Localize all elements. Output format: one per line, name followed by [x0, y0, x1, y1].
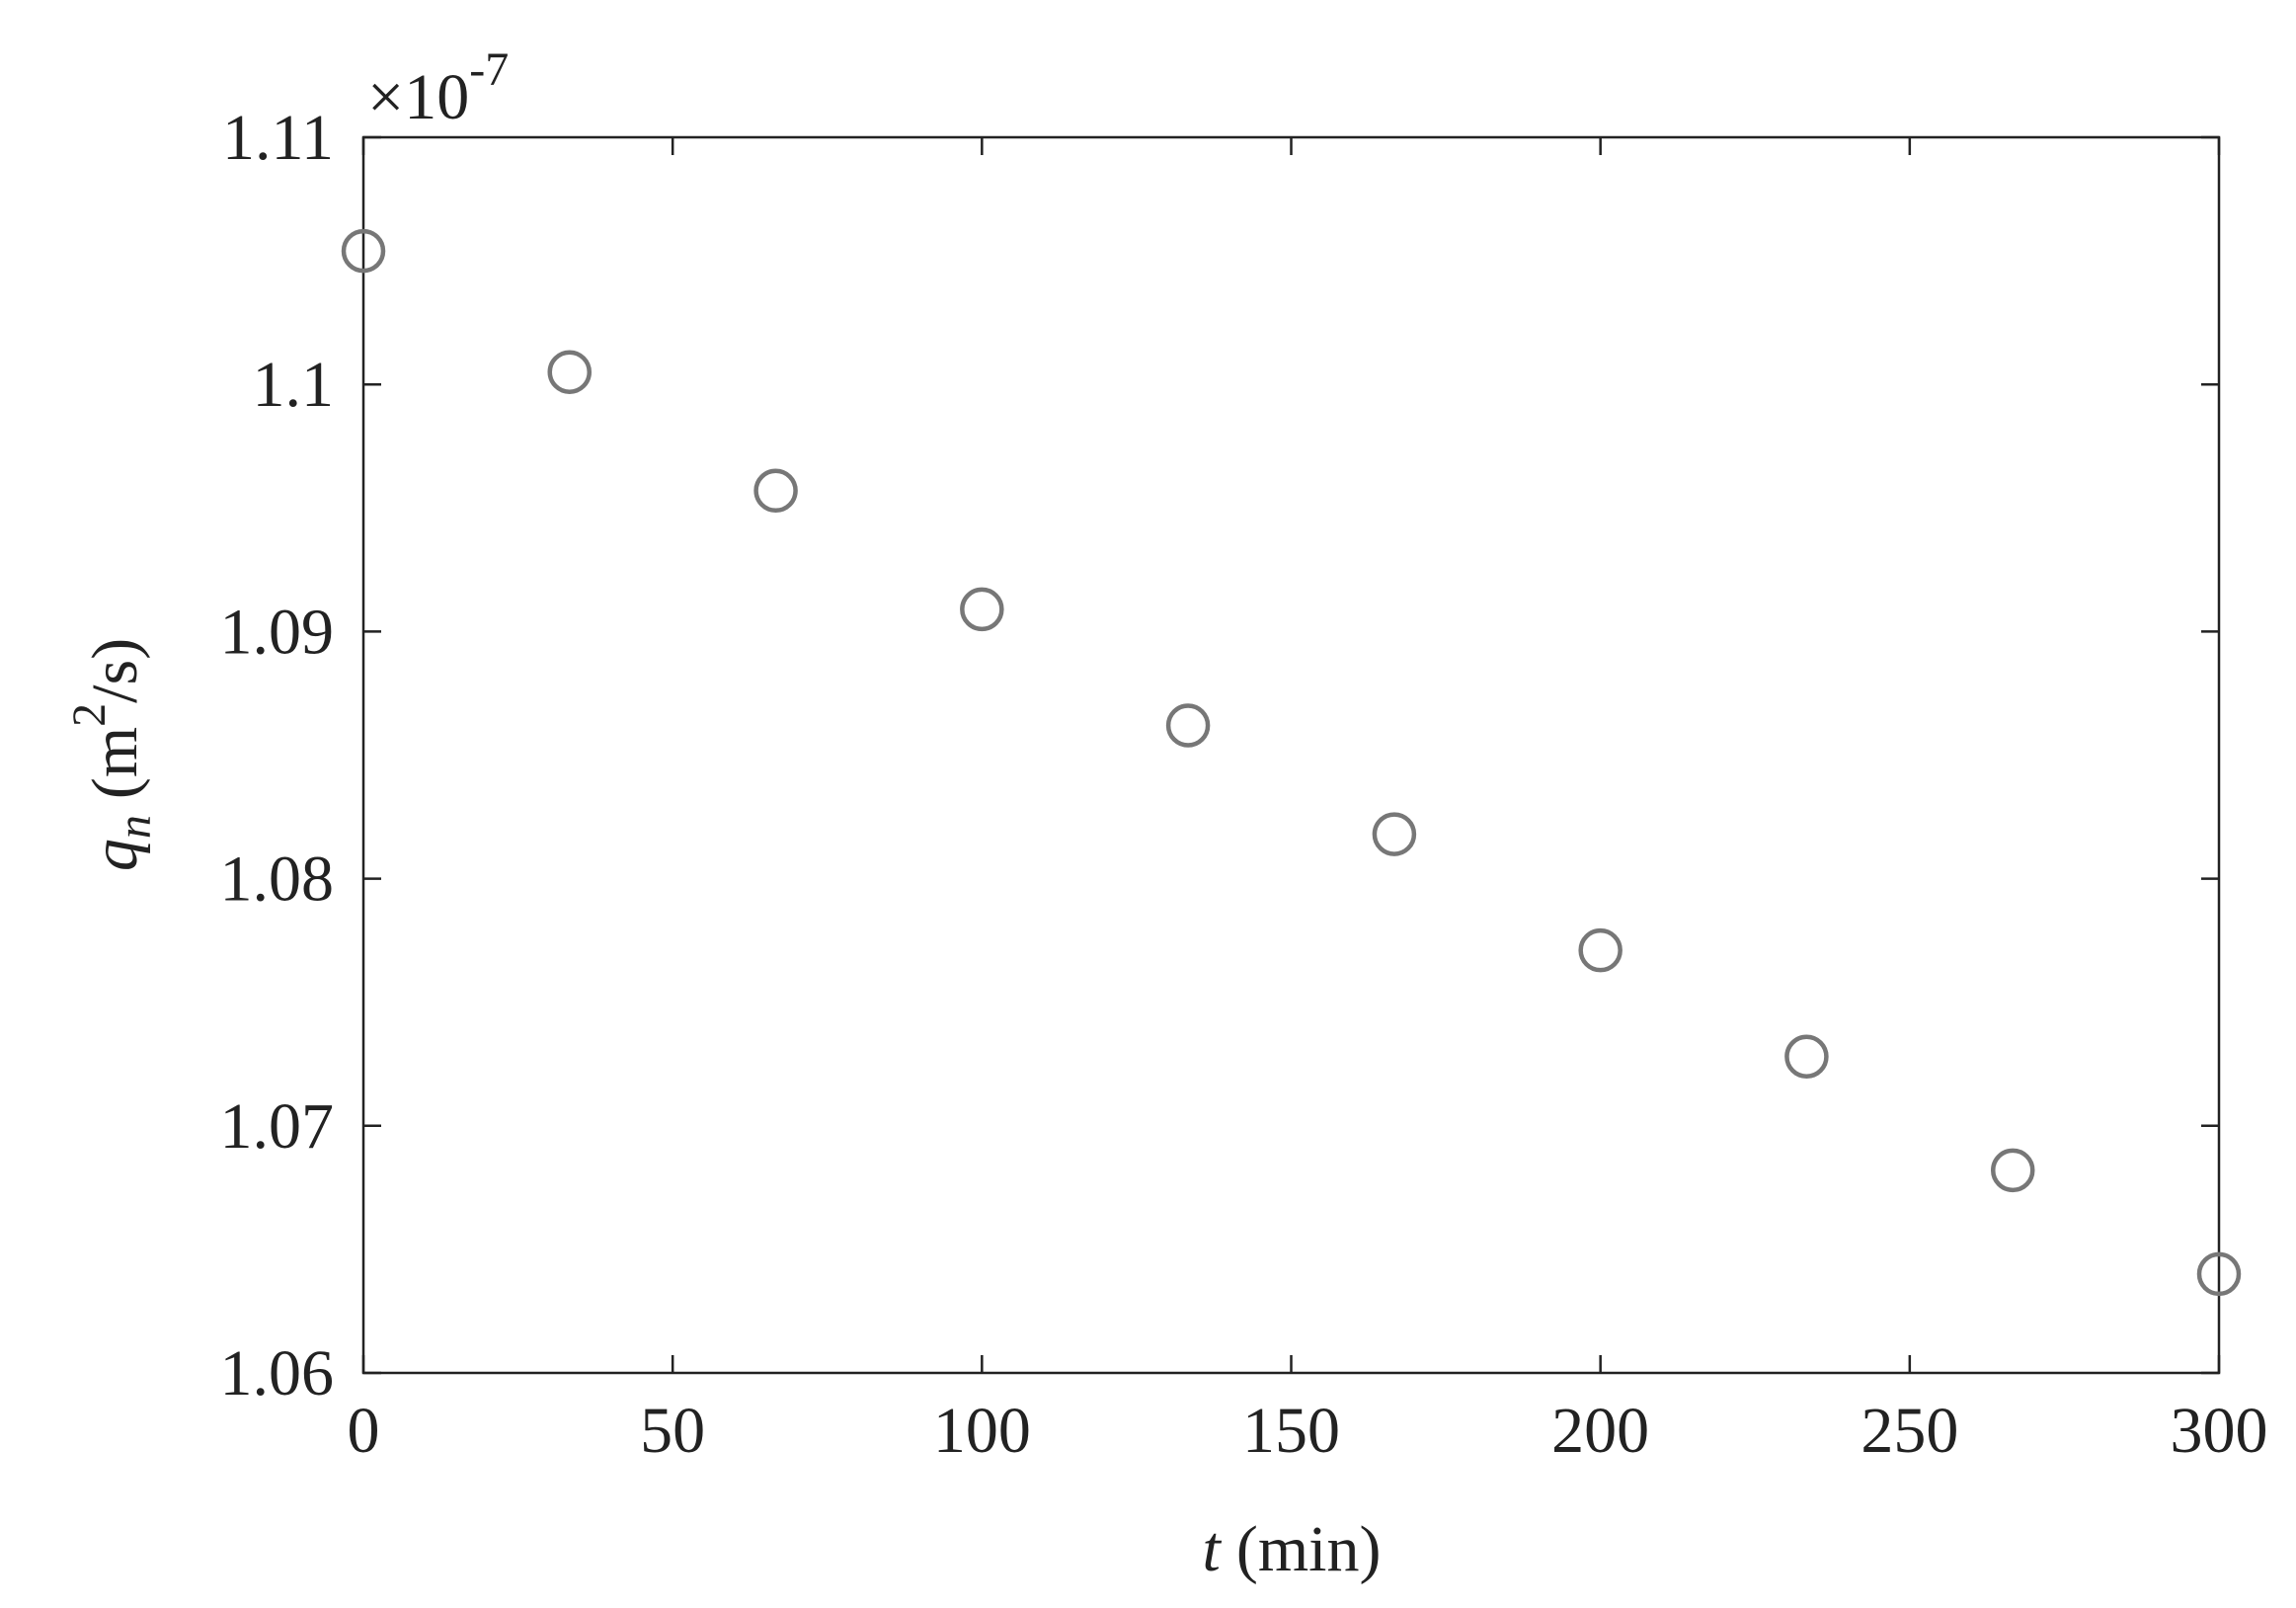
- y-label-subscript: n: [109, 815, 161, 839]
- x-tick-label: 50: [640, 1395, 705, 1467]
- x-label-unit: (min): [1236, 1513, 1382, 1585]
- data-point: [960, 587, 1004, 632]
- x-tick-label: 200: [1551, 1395, 1649, 1467]
- y-label-unit-end: /s): [79, 638, 151, 703]
- data-point: [1372, 812, 1417, 856]
- x-label-symbol: t: [1203, 1513, 1223, 1585]
- data-point: [753, 468, 798, 514]
- x-tick-label: 150: [1242, 1395, 1340, 1467]
- y-tick-label: 1.09: [220, 596, 335, 668]
- data-point: [2196, 1251, 2242, 1297]
- x-tick-label: 0: [348, 1395, 380, 1467]
- y-tick-label: 1.06: [220, 1337, 335, 1409]
- y-tick-label: 1.11: [222, 102, 334, 174]
- data-point: [1165, 703, 1211, 748]
- y-label-unit-start: (m: [79, 727, 151, 799]
- multiplier-exponent: -7: [469, 43, 509, 96]
- y-label-symbol: q: [79, 839, 151, 871]
- x-tick-label: 250: [1861, 1395, 1958, 1467]
- axis-multiplier: ×10-7: [367, 43, 509, 133]
- data-point: [1578, 927, 1623, 973]
- y-tick-label: 1.1: [253, 349, 335, 421]
- y-label-unit-exponent: 2: [63, 703, 116, 727]
- data-point: [1784, 1034, 1829, 1079]
- y-tick-label: 1.07: [220, 1090, 335, 1163]
- x-tick-label: 100: [933, 1395, 1031, 1467]
- x-axis-label: t (min): [1203, 1513, 1382, 1585]
- data-point: [1990, 1148, 2035, 1193]
- y-tick-label: 1.08: [220, 844, 335, 916]
- multiplier-base: ×10: [367, 61, 469, 133]
- y-axis-label: qn (m2/s): [63, 638, 161, 871]
- data-point: [341, 228, 386, 274]
- x-tick-label: 300: [2171, 1395, 2268, 1467]
- data-point: [547, 350, 593, 394]
